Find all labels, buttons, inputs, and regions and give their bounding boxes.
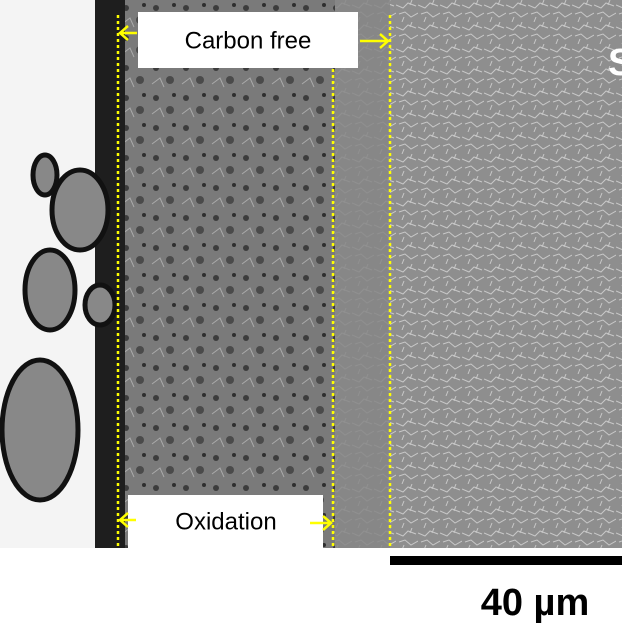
scale-gap [95, 0, 125, 548]
scale-label: 40 µm [481, 582, 590, 624]
carbon-free-layer [335, 0, 390, 548]
steel-matrix [390, 0, 622, 548]
scale-bar [390, 556, 622, 565]
page: Carbon free Oxidation S 40 µm (() => { c… [0, 0, 622, 626]
top-label: Carbon free [185, 27, 312, 54]
bottom-label: Oxidation [175, 508, 276, 535]
corner-label: S [608, 42, 622, 84]
oxidation-layer [125, 0, 335, 548]
micrograph-figure: Carbon free Oxidation S 40 µm [0, 0, 622, 626]
